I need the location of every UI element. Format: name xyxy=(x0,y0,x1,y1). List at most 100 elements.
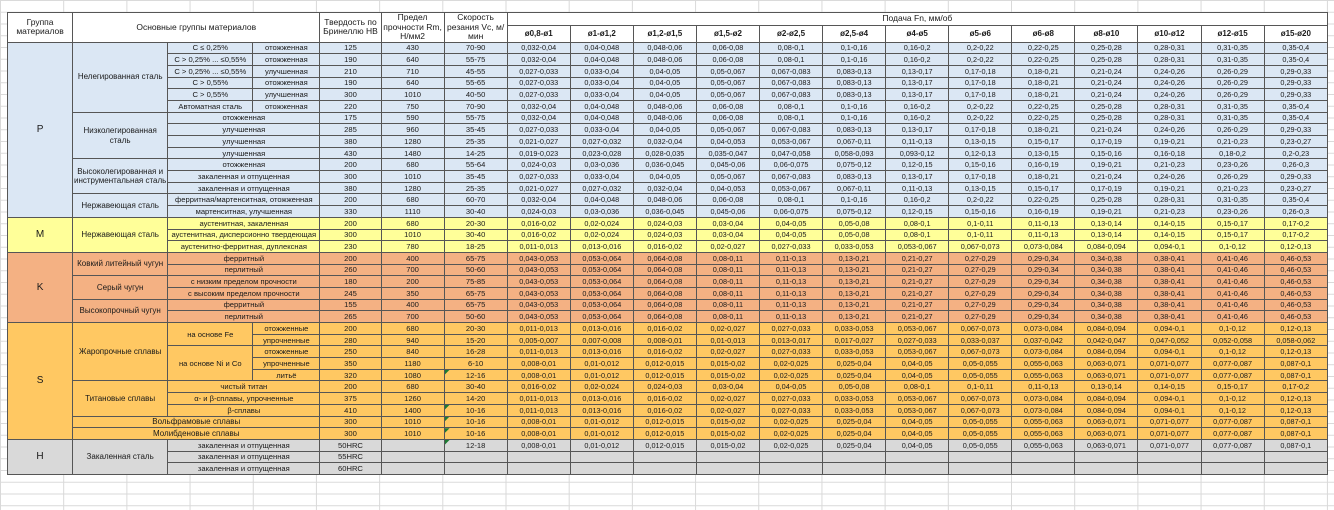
cell-feed-value[interactable] xyxy=(1074,450,1139,464)
cell-feed-value[interactable]: 0,028-0,035 xyxy=(632,146,697,160)
cell-feed-value[interactable]: 0,027-0,033 xyxy=(885,333,950,347)
cell-feed-value[interactable]: 0,11-0,13 xyxy=(1011,216,1076,230)
cell-feed-value[interactable]: 0,016-0,02 xyxy=(506,216,571,230)
column-header-diameter[interactable]: ø0,8-ø1 xyxy=(506,25,571,43)
cell-hardness-hb[interactable]: 60HRC xyxy=(319,462,382,475)
cell-feed-value[interactable]: 0,011-0,013 xyxy=(506,322,571,335)
cell-feed-value[interactable] xyxy=(695,462,760,475)
cell-cutting-speed[interactable]: 16-28 xyxy=(443,345,508,359)
cell-heat-treatment[interactable]: закаленная и отпущенная xyxy=(167,170,321,183)
cell-feed-value[interactable]: 0,073-0,084 xyxy=(1011,403,1076,417)
cell-feed-value[interactable]: 0,11-0,13 xyxy=(758,275,824,288)
cell-feed-value[interactable]: 0,41-0,46 xyxy=(1200,298,1265,312)
cell-feed-value[interactable]: 0,21-0,27 xyxy=(885,298,950,312)
cell-feed-value[interactable]: 0,083-0,13 xyxy=(822,76,887,90)
cell-feed-value[interactable]: 0,26-0,3 xyxy=(1263,158,1329,172)
cell-feed-value[interactable]: 0,46-0,53 xyxy=(1263,263,1329,277)
cell-feed-value[interactable]: 0,25-0,28 xyxy=(1074,193,1139,207)
cell-feed-value[interactable]: 0,04-0,048 xyxy=(569,41,634,55)
cell-feed-value[interactable]: 0,11-0,13 xyxy=(758,310,824,323)
cell-strength-rm[interactable]: 710 xyxy=(380,64,445,78)
cell-cutting-speed[interactable]: 70-90 xyxy=(443,41,508,55)
cell-hardness-hb[interactable]: 300 xyxy=(319,427,382,440)
cell-heat-treatment[interactable]: мартенситная, улучшенная xyxy=(167,205,321,218)
cell-strength-rm[interactable]: 700 xyxy=(380,310,445,323)
cell-feed-value[interactable]: 0,087-0,1 xyxy=(1263,415,1329,429)
cell-material-family[interactable]: Нержавеющая сталь xyxy=(72,193,169,218)
column-header-diameter[interactable]: ø6-ø8 xyxy=(1011,25,1076,43)
cell-feed-value[interactable]: 0,06-0,075 xyxy=(758,205,824,218)
cell-strength-rm[interactable]: 1010 xyxy=(380,88,445,101)
cell-heat-treatment[interactable]: β-сплавы xyxy=(167,403,321,417)
cell-feed-value[interactable]: 0,04-0,05 xyxy=(632,76,697,90)
cell-feed-value[interactable]: 0,02-0,027 xyxy=(695,403,760,417)
cell-cutting-speed[interactable] xyxy=(443,450,508,464)
cell-material-family[interactable]: Вольфрамовые сплавы xyxy=(72,415,321,429)
cell-cutting-speed[interactable]: 10-16 xyxy=(443,403,508,417)
cell-feed-value[interactable]: 0,033-0,04 xyxy=(569,64,634,78)
cell-material-family[interactable]: Закаленная сталь xyxy=(72,438,169,475)
cell-heat-treatment[interactable]: аустенитно-ферритная, дуплексная xyxy=(167,240,321,253)
header-main-groups[interactable]: Основные группы материалов xyxy=(72,12,321,43)
cell-feed-value[interactable]: 0,027-0,033 xyxy=(506,76,571,90)
cell-cutting-speed[interactable]: 55-75 xyxy=(443,111,508,125)
cell-feed-value[interactable]: 0,46-0,53 xyxy=(1263,310,1329,323)
cell-feed-value[interactable]: 0,1-0,11 xyxy=(948,380,1013,394)
cell-hardness-hb[interactable]: 300 xyxy=(319,88,382,101)
cell-feed-value[interactable]: 0,06-0,08 xyxy=(695,111,760,125)
cell-feed-value[interactable]: 0,023-0,028 xyxy=(569,146,634,160)
cell-feed-value[interactable]: 0,29-0,34 xyxy=(1011,310,1076,323)
cell-feed-value[interactable]: 0,032-0,04 xyxy=(632,135,697,148)
cell-feed-value[interactable]: 0,015-0,02 xyxy=(695,427,760,440)
cell-material-family[interactable]: Высоколегированная и инструментальная ст… xyxy=(72,158,169,195)
cell-feed-value[interactable]: 0,38-0,41 xyxy=(1137,275,1202,288)
cell-feed-value[interactable]: 0,017-0,027 xyxy=(822,333,887,347)
cell-cutting-speed[interactable]: 35-45 xyxy=(443,123,508,136)
cell-feed-value[interactable]: 0,31-0,35 xyxy=(1200,53,1265,66)
cell-feed-value[interactable]: 0,16-0,19 xyxy=(1011,205,1076,218)
cell-feed-value[interactable]: 0,21-0,27 xyxy=(885,263,950,277)
cell-cutting-speed[interactable]: 14-20 xyxy=(443,392,508,405)
cell-feed-value[interactable]: 0,084-0,094 xyxy=(1074,240,1139,253)
cell-hardness-hb[interactable]: 280 xyxy=(319,333,382,347)
cell-feed-value[interactable]: 0,12-0,13 xyxy=(1263,392,1329,405)
cell-strength-rm[interactable]: 400 xyxy=(380,251,445,265)
cell-feed-value[interactable]: 0,17-0,2 xyxy=(1263,380,1329,394)
cell-cutting-speed[interactable]: 10-16 xyxy=(443,427,508,440)
cell-heat-treatment[interactable]: упрочненные xyxy=(252,333,321,347)
cell-feed-value[interactable]: 0,048-0,06 xyxy=(632,53,697,66)
cell-material-group[interactable]: P xyxy=(6,41,74,218)
cell-feed-value[interactable]: 0,05-0,067 xyxy=(695,123,760,136)
cell-feed-value[interactable]: 0,38-0,41 xyxy=(1137,286,1202,300)
cell-heat-treatment[interactable]: ферритная/мартенситная, отожженная xyxy=(167,193,321,207)
cell-feed-value[interactable]: 0,063-0,071 xyxy=(1074,438,1139,452)
cell-cutting-speed[interactable]: 35-45 xyxy=(443,170,508,183)
cell-feed-value[interactable] xyxy=(1011,450,1076,464)
cell-feed-value[interactable]: 0,22-0,25 xyxy=(1011,111,1076,125)
cell-strength-rm[interactable]: 430 xyxy=(380,41,445,55)
cell-feed-value[interactable]: 0,11-0,13 xyxy=(885,135,950,148)
cell-feed-value[interactable]: 0,024-0,03 xyxy=(632,380,697,394)
cell-feed-value[interactable]: 0,06-0,075 xyxy=(758,158,824,172)
cell-feed-value[interactable]: 0,047-0,052 xyxy=(1137,333,1202,347)
cell-feed-value[interactable]: 0,29-0,34 xyxy=(1011,251,1076,265)
cell-cutting-speed[interactable]: 55-75 xyxy=(443,53,508,66)
cell-material-group[interactable]: M xyxy=(6,216,74,253)
cell-feed-value[interactable]: 0,1-0,12 xyxy=(1200,403,1265,417)
cell-feed-value[interactable]: 0,08-0,1 xyxy=(885,216,950,230)
cell-feed-value[interactable]: 0,071-0,077 xyxy=(1137,368,1202,382)
cell-feed-value[interactable]: 0,38-0,41 xyxy=(1137,298,1202,312)
cell-feed-value[interactable]: 0,02-0,027 xyxy=(695,345,760,359)
cell-hardness-hb[interactable]: 200 xyxy=(319,193,382,207)
column-header-diameter[interactable]: ø4-ø5 xyxy=(885,25,950,43)
cell-feed-value[interactable]: 0,17-0,2 xyxy=(1263,228,1329,242)
cell-feed-value[interactable]: 0,04-0,05 xyxy=(632,88,697,101)
cell-feed-value[interactable]: 0,13-0,21 xyxy=(822,298,887,312)
cell-feed-value[interactable]: 0,08-0,11 xyxy=(695,298,760,312)
cell-feed-value[interactable]: 0,18-0,21 xyxy=(1011,170,1076,183)
cell-feed-value[interactable]: 0,027-0,033 xyxy=(506,64,571,78)
cell-strength-rm[interactable]: 680 xyxy=(380,322,445,335)
cell-feed-value[interactable]: 0,16-0,2 xyxy=(885,193,950,207)
cell-feed-value[interactable]: 0,073-0,084 xyxy=(1011,392,1076,405)
cell-feed-value[interactable]: 0,053-0,064 xyxy=(569,286,634,300)
